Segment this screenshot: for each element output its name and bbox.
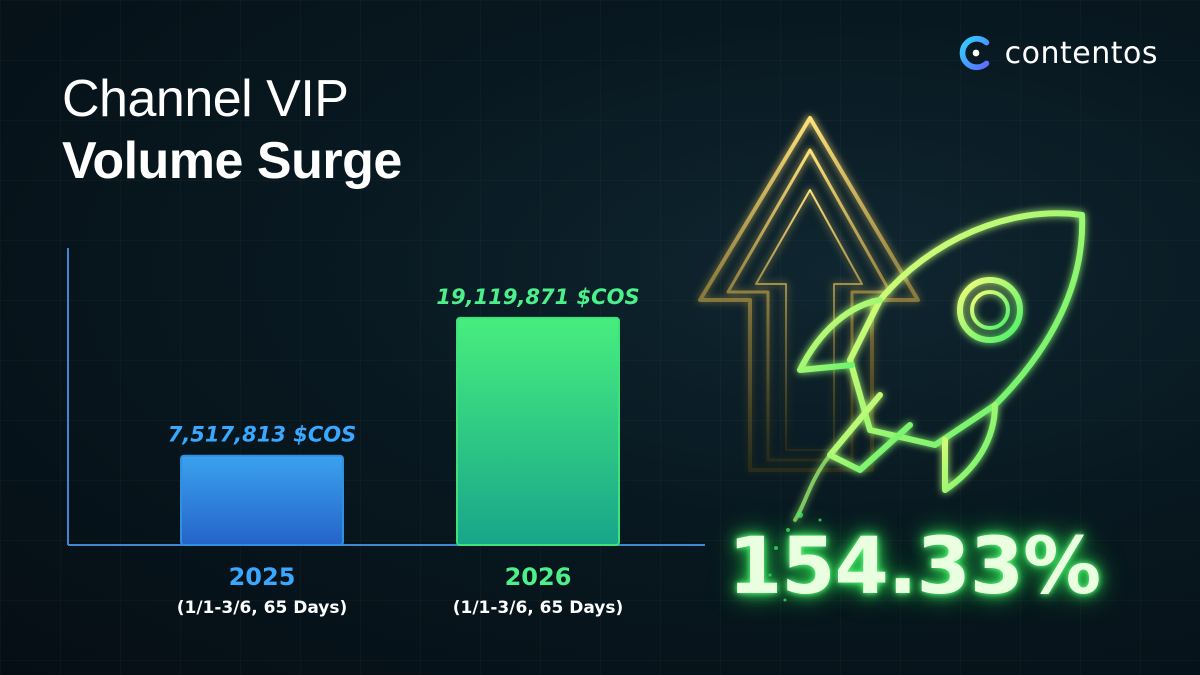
contentos-c-logo-icon xyxy=(959,35,989,71)
brand: contentos xyxy=(957,34,1158,72)
rocket-icon xyxy=(793,210,1086,522)
category-label-2026: 2026 xyxy=(505,563,572,591)
title-line-1: Channel VIP xyxy=(62,70,349,128)
rocket-exhaust-sparks xyxy=(768,512,822,602)
bar-2025 xyxy=(180,454,344,546)
category-label-2025: 2025 xyxy=(229,563,296,591)
title-line-2: Volume Surge xyxy=(62,132,402,190)
category-sublabel-2026: (1/1-3/6, 65 Days) xyxy=(453,598,624,618)
category-sublabel-2025: (1/1-3/6, 65 Days) xyxy=(177,598,348,618)
growth-percentage: 154.33% xyxy=(728,522,1101,612)
brand-name: contentos xyxy=(1004,35,1158,71)
data-label-2025: 7,517,813 $COS xyxy=(168,423,357,447)
page-title: Channel VIP Volume Surge xyxy=(62,68,402,192)
data-label-2026: 19,119,871 $COS xyxy=(436,285,639,309)
bar-2026 xyxy=(456,316,620,546)
